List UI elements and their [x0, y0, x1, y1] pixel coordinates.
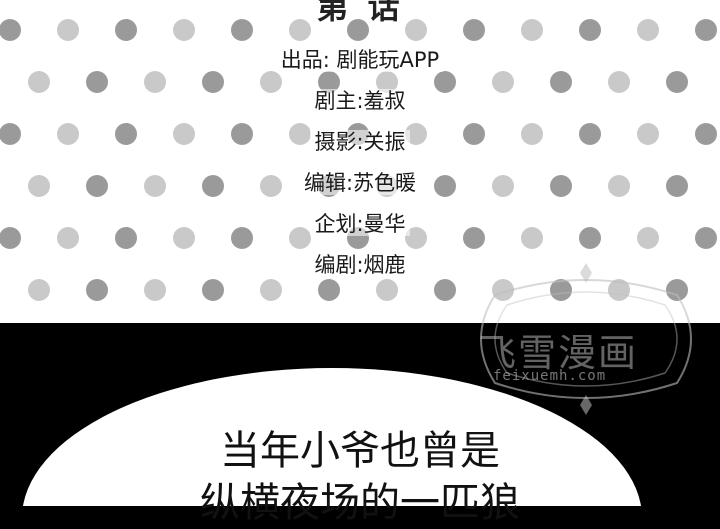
polka-dot — [28, 279, 50, 301]
polka-dot — [86, 71, 108, 93]
polka-dot — [695, 227, 717, 249]
credit-editor: 编辑:苏色暖 — [0, 163, 720, 204]
polka-dot — [28, 71, 50, 93]
polka-dot — [86, 279, 108, 301]
polka-dot — [347, 19, 369, 41]
polka-dot — [231, 123, 253, 145]
polka-dot — [231, 227, 253, 249]
polka-dot — [173, 227, 195, 249]
polka-dot — [550, 175, 572, 197]
polka-dot — [666, 71, 688, 93]
polka-dot — [579, 123, 601, 145]
polka-dot — [405, 227, 427, 249]
polka-dot — [173, 123, 195, 145]
polka-dot — [57, 123, 79, 145]
polka-dot — [521, 123, 543, 145]
polka-dot — [463, 227, 485, 249]
watermark-frame-icon — [480, 263, 692, 415]
polka-dot — [637, 19, 659, 41]
polka-dot — [260, 175, 282, 197]
polka-dot — [202, 279, 224, 301]
polka-dot — [173, 19, 195, 41]
credit-planning: 企划:曼华 — [0, 204, 720, 245]
polka-dot — [492, 279, 514, 301]
credit-owner: 剧主:羞叔 — [0, 81, 720, 122]
polka-dot — [463, 123, 485, 145]
polka-dot — [521, 227, 543, 249]
polka-dot — [492, 71, 514, 93]
polka-dot-background — [0, 19, 717, 301]
polka-dot — [0, 123, 21, 145]
polka-dot — [260, 279, 282, 301]
polka-dot — [318, 279, 340, 301]
polka-dot — [405, 123, 427, 145]
polka-dot — [608, 175, 630, 197]
polka-dot — [405, 19, 427, 41]
polka-dot — [579, 227, 601, 249]
polka-dot — [376, 279, 398, 301]
polka-dot — [463, 19, 485, 41]
polka-dot — [579, 19, 601, 41]
polka-dot — [289, 227, 311, 249]
polka-dot — [376, 71, 398, 93]
polka-dot — [434, 71, 456, 93]
watermark-url: feixuemh.com — [493, 368, 607, 384]
polka-dot — [86, 175, 108, 197]
polka-dot — [434, 175, 456, 197]
polka-dot — [115, 227, 137, 249]
polka-dot — [0, 227, 21, 249]
polka-dot — [115, 123, 137, 145]
dialogue-panel — [0, 323, 720, 506]
polka-dot — [231, 19, 253, 41]
polka-dot — [289, 19, 311, 41]
credit-writer: 编剧:烟鹿 — [0, 245, 720, 286]
polka-dot — [28, 175, 50, 197]
polka-dot — [550, 279, 572, 301]
speech-line-1: 当年小爷也曾是 — [220, 428, 500, 474]
polka-dot — [57, 227, 79, 249]
polka-dot — [695, 19, 717, 41]
credits-list: 出品: 剧能玩APP 剧主:羞叔 摄影:关振 编辑:苏色暖 企划:曼华 编剧:烟… — [0, 40, 720, 286]
polka-dot — [202, 175, 224, 197]
polka-dot — [57, 19, 79, 41]
polka-dot — [434, 279, 456, 301]
polka-dot — [260, 71, 282, 93]
polka-dot — [666, 175, 688, 197]
polka-dot — [521, 19, 543, 41]
credit-producer: 出品: 剧能玩APP — [0, 40, 720, 81]
polka-dot — [695, 123, 717, 145]
episode-title: 第 话 — [316, 0, 404, 26]
credit-photography: 摄影:关振 — [0, 122, 720, 163]
polka-dot — [637, 227, 659, 249]
polka-dot — [608, 279, 630, 301]
polka-dot — [202, 71, 224, 93]
polka-dot — [318, 71, 340, 93]
credits-panel: 第 话 出品: 剧能玩APP 剧主:羞叔 摄影:关振 编辑:苏色暖 企划:曼华 … — [0, 0, 720, 323]
polka-dot — [289, 123, 311, 145]
watermark-title: 飞雪漫画 — [478, 331, 639, 375]
polka-dot — [144, 279, 166, 301]
polka-dot — [608, 71, 630, 93]
polka-dot — [0, 19, 21, 41]
polka-dot — [144, 175, 166, 197]
speech-line-2: 纵横夜场的一匹狼 — [200, 480, 520, 526]
polka-dot — [550, 71, 572, 93]
polka-dot — [637, 123, 659, 145]
polka-dot — [115, 19, 137, 41]
polka-dot — [666, 279, 688, 301]
polka-dot — [492, 175, 514, 197]
polka-dot — [144, 71, 166, 93]
speech-text: 当年小爷也曾是 纵横夜场的一匹狼 — [0, 425, 720, 529]
